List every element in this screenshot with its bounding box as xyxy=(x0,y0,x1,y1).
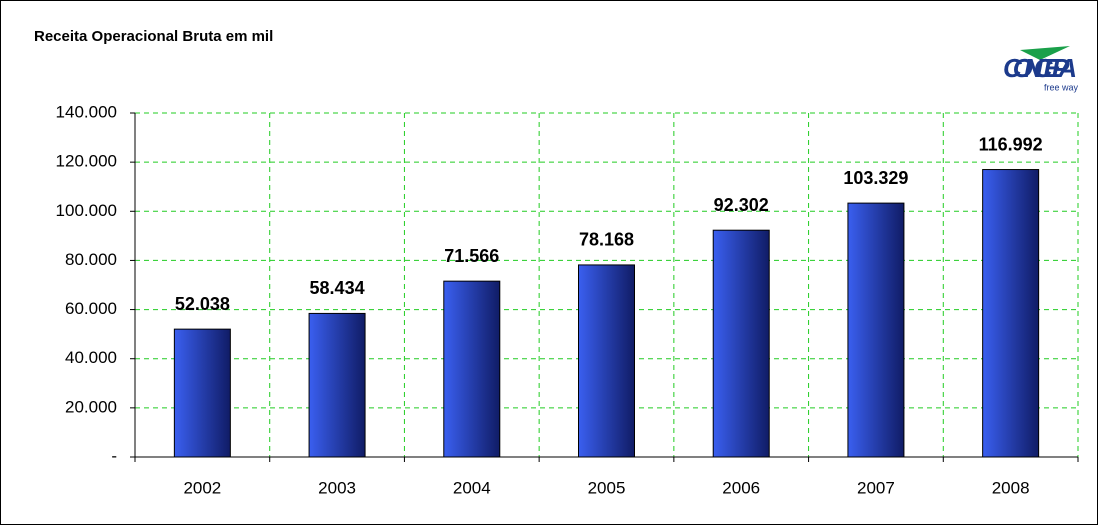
bar xyxy=(847,202,905,458)
y-tick-label: 60.000 xyxy=(65,299,117,318)
y-tick-label: 20.000 xyxy=(65,397,117,416)
chart-title: Receita Operacional Bruta em mil xyxy=(34,28,273,45)
logo-tagline: free way xyxy=(1044,82,1079,92)
y-tick-label: 40.000 xyxy=(65,348,117,367)
y-tick-label: 140.000 xyxy=(56,102,117,121)
value-label: 71.566 xyxy=(444,246,499,266)
x-tick-label: 2007 xyxy=(857,478,895,497)
bar xyxy=(173,328,231,458)
value-label: 78.168 xyxy=(579,230,634,250)
y-tick-label: 80.000 xyxy=(65,250,117,269)
y-tick-label: 100.000 xyxy=(56,201,117,220)
bar xyxy=(982,169,1040,458)
logo: CONCEPA free way xyxy=(1003,46,1079,92)
bar xyxy=(308,312,366,458)
logo-text: CONCEPA xyxy=(1003,53,1077,83)
y-tick-label: 120.000 xyxy=(56,152,117,171)
x-tick-label: 2004 xyxy=(453,478,491,497)
y-tick-label: - xyxy=(111,446,117,465)
value-label: 103.329 xyxy=(843,168,908,188)
x-tick-label: 2002 xyxy=(183,478,221,497)
x-tick-label: 2005 xyxy=(588,478,626,497)
bar xyxy=(578,264,635,458)
value-label: 52.038 xyxy=(175,294,230,314)
x-tick-label: 2003 xyxy=(318,478,356,497)
bar xyxy=(712,229,770,458)
bar xyxy=(443,280,501,458)
value-label: 58.434 xyxy=(310,278,365,298)
logo-swoosh xyxy=(1020,46,1070,60)
value-label: 92.302 xyxy=(714,195,769,215)
x-tick-label: 2006 xyxy=(722,478,760,497)
value-label: 116.992 xyxy=(979,134,1043,154)
x-tick-label: 2008 xyxy=(992,478,1030,497)
